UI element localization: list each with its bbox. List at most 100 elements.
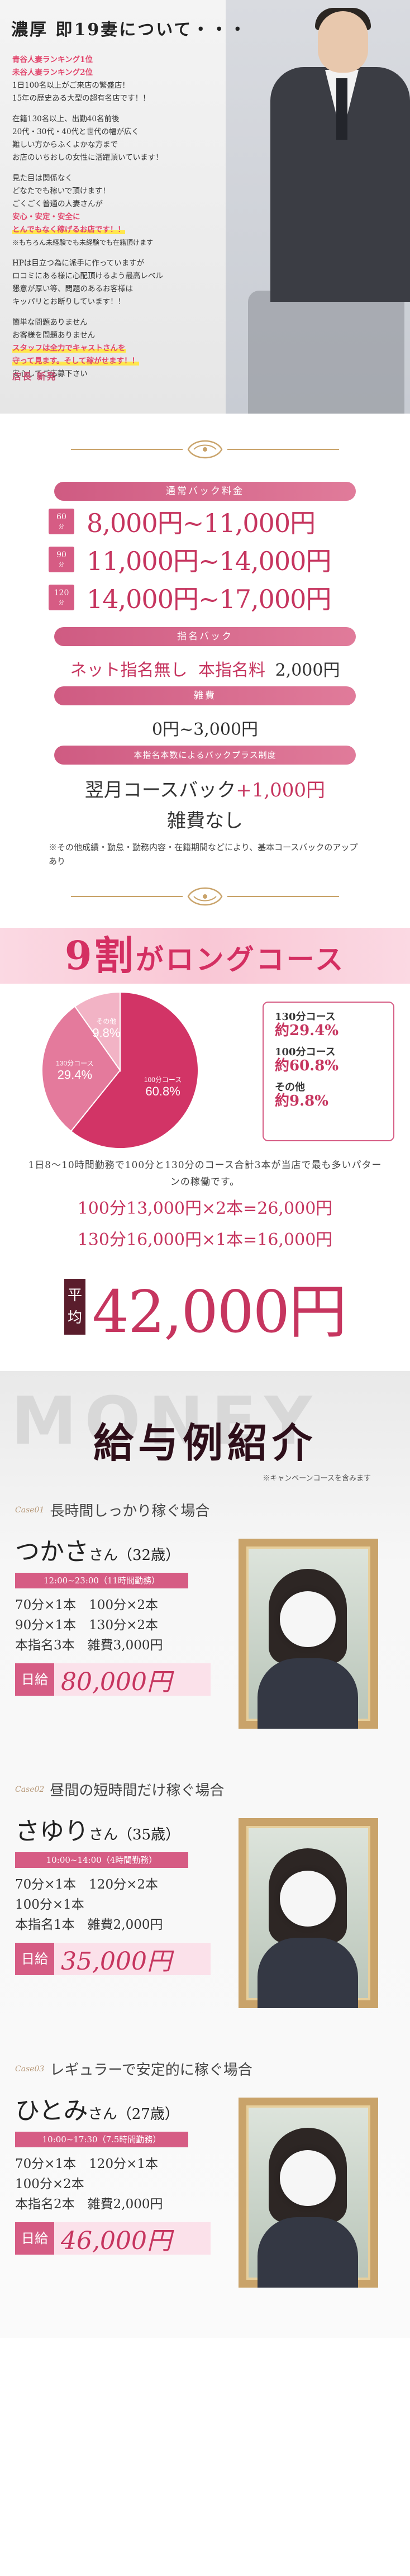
ornament-top: [71, 440, 339, 459]
case-lines: 70分×1本 100分×2本 90分×1本 130分×2本 本指名3本 雑費3,00…: [15, 1598, 163, 1653]
case-time: 10:00~14:00（4時間勤務）: [15, 1852, 188, 1868]
intro-line: キッパリとお断りしています！！: [12, 297, 126, 306]
main-nomination: 本指名料: [198, 661, 266, 680]
photo-frame: [239, 1539, 378, 1729]
intro-section: 濃厚 即19妻について・・・ 青谷人妻ランキング1位 未谷人妻ランキング2位 1…: [0, 0, 410, 414]
case-head: Case03 レギュラーで安定的に稼ぐ場合: [15, 2062, 252, 2079]
signature: 店長 新発: [12, 371, 57, 382]
intro-line: スタッフは全力でキャストさんを: [12, 344, 126, 353]
intro-paragraph-4: HPは目立つ為に派手に作っていますが ロコミにある様に心配頂けるよう最高レベル …: [12, 257, 247, 309]
intro-paragraph-1: 青谷人妻ランキング1位 未谷人妻ランキング2位 1日100名以上がご来店の繁盛店…: [12, 54, 247, 105]
pie-slice-2: [74, 991, 121, 1073]
no-misc: 雑費なし: [167, 810, 243, 832]
price-value: 8,000円~11,000円: [87, 508, 316, 538]
intro-title: 濃厚 即19妻について・・・: [11, 20, 248, 40]
intro-line: ごくごく普通の人妻さんが: [12, 200, 103, 208]
intro-line: 難しい方からふくよかな方まで: [12, 140, 118, 149]
price-row-90: 90 分 11,000円~14,000円: [49, 542, 361, 577]
pie-value-label: 29.4%: [58, 1068, 92, 1081]
minutes-badge: 60 分: [49, 509, 74, 534]
case-name: つかささん（32歳）: [15, 1538, 180, 1566]
intro-line: 簡単な問題ありません: [12, 318, 88, 327]
misc-value: 0円~3,000円: [151, 720, 259, 739]
pie-value-label: 9.8%: [92, 1026, 120, 1040]
price-row-120: 120 分 14,000円~17,000円: [49, 580, 361, 615]
intro-line: 1日100名以上がご来店の繁盛店！: [12, 81, 130, 90]
ornament-bottom: [71, 887, 339, 906]
manager-photo: [226, 0, 410, 414]
plus-label: 本指名本数によるバックプラス制度: [54, 746, 356, 765]
case-lines: 70分×1本 120分×2本 100分×1本 本指名1本 雑費2,000円: [15, 1877, 163, 1932]
intro-line: 安心してご応募下さい: [12, 369, 88, 378]
plus-course: 翌月コースバック: [84, 779, 236, 801]
salary-note: ※キャンペーンコースを含みます: [263, 1474, 371, 1483]
intro-line: 未谷人妻ランキング2位: [12, 68, 93, 77]
salary-title: 給与例紹介: [93, 1419, 317, 1467]
salary-section: MONEY 給与例紹介 ※キャンペーンコースを含みます Case01 長時間しっか…: [0, 1371, 410, 2338]
intro-line: どなたでも稼いで頂けます！: [12, 187, 110, 196]
intro-paragraph-5: 簡単な問題ありません お客様を問題ありません スタッフは全力でキャストさんを 守…: [12, 316, 247, 381]
plus-text: 翌月コースバック+1,000円: [0, 775, 410, 802]
price-value: 11,000円~14,000円: [87, 546, 331, 576]
intro-line: 守って見ます。そして稼がせます！！: [12, 357, 140, 366]
intro-line: ※もちろん未経験でも未経験でも在籍頂けます: [12, 239, 154, 246]
pie-category-label: 100分コース: [144, 1076, 182, 1084]
long-course-banner: 9割がロングコース: [0, 928, 410, 984]
case-2: Case02 昼間の短時間だけ稼ぐ場合 さゆりさん（35歳） 10:00~14:0…: [15, 1779, 395, 2042]
minutes-badge: 120 分: [49, 585, 74, 610]
price-value: 14,000円~17,000円: [87, 584, 331, 614]
intro-line: お客様を問題ありません: [12, 331, 96, 340]
bonus-note: ※その他成績・勤怠・勤務内容・在籍期間などにより、基本コースバックのアップあり: [49, 842, 358, 866]
legend-item: 100分コース 約60.8%: [275, 1046, 339, 1074]
case-name: ひとみさん（27歳）: [15, 2096, 179, 2125]
photo-frame: [239, 1818, 378, 2008]
case-lines: 70分×1本 120分×1本 100分×2本 本指名2本 雑費2,000円: [15, 2157, 163, 2212]
normal-back-label: 通常バック料金: [54, 482, 356, 501]
intro-line: 見た目は関係なく: [12, 174, 73, 183]
case-total: 日給 35,000円: [15, 1943, 211, 1976]
net-nomination: ネット指名無し: [70, 661, 188, 680]
long-course-section: 9割がロングコース 100分コース 60.8% 130分コース 29.4% その他 9.8…: [0, 928, 410, 1349]
case-head: Case01 長時間しっかり稼ぐ場合: [15, 1503, 210, 1520]
calc-1: 100分13,000円×2本=26,000円: [77, 1199, 333, 1218]
case-head: Case02 昼間の短時間だけ稼ぐ場合: [15, 1782, 225, 1799]
intro-line: お店のいちおしの女性に活躍頂いています！: [12, 153, 163, 162]
nomination-label: 指名バック: [54, 627, 356, 646]
long-desc: 1日8〜10時間勤務で100分と130分のコース合計3本が当店で最も多いパターン…: [28, 1160, 382, 1188]
intro-line: 在籍130名以上、出勤40名前後: [12, 115, 120, 124]
case-total: 日給 80,000円: [15, 1663, 211, 1696]
average-value: 42,000円: [92, 1278, 347, 1346]
plus-value: +1,000円: [236, 779, 326, 801]
photo-frame: [239, 2098, 378, 2288]
intro-line: HPは目立つ為に派手に作っていますが: [12, 259, 145, 268]
page: 濃厚 即19妻について・・・ 青谷人妻ランキング1位 未谷人妻ランキング2位 1…: [0, 0, 410, 2338]
average-badge: 平均: [64, 1278, 86, 1335]
case-1: Case01 長時間しっかり稼ぐ場合 つかささん（32歳） 12:00~23:00…: [15, 1500, 395, 1762]
pie-legend: 130分コース 約29.4% 100分コース 約60.8% その他 約9.8%: [263, 1002, 394, 1141]
case-3: Case03 レギュラーで安定的に稼ぐ場合 ひとみさん（27歳） 10:00~17…: [15, 2058, 395, 2321]
minutes-badge: 90 分: [49, 547, 74, 572]
pie-category-label: その他: [96, 1018, 116, 1026]
case-total: 日給 46,000円: [15, 2222, 211, 2255]
case-time: 12:00~23:00（11時間勤務）: [15, 1573, 188, 1588]
price-section: 通常バック料金 60 分 8,000円~11,000円 90 分 11,000円~1…: [0, 414, 410, 913]
banner-text: がロングコース: [135, 943, 346, 976]
case-name: さゆりさん（35歳）: [15, 1817, 180, 1846]
pie-slice-1: [41, 1005, 121, 1132]
intro-line: 安心・安定・安全に: [12, 212, 80, 221]
intro-line: ロコミにある様に心配頂けるよう最高レベル: [12, 272, 163, 281]
intro-line: とんでもなく稼げるお店です！！: [12, 225, 125, 234]
money-bg-text: MONEY: [11, 1382, 320, 1459]
calc-2: 130分16,000円×1本=16,000円: [77, 1230, 333, 1250]
intro-line: 懇意が厚い等、問題のあるお客様は: [12, 284, 133, 293]
intro-paragraph-2: 在籍130名以上、出勤40名前後 20代・30代・40代と世代の幅が広く 難しい…: [12, 113, 247, 164]
pie-value-label: 60.8%: [145, 1084, 180, 1098]
pie-category-label: 130分コース: [56, 1059, 93, 1067]
legend-item: その他 約9.8%: [275, 1081, 328, 1109]
banner-big: 9割: [64, 932, 136, 979]
intro-line: 15年の歴史ある大型の超有名店です！！: [12, 94, 150, 103]
intro-text: 青谷人妻ランキング1位 未谷人妻ランキング2位 1日100名以上がご来店の繁盛店…: [12, 54, 247, 388]
case-time: 10:00~17:30（7.5時間勤務）: [15, 2132, 188, 2147]
intro-line: 20代・30代・40代と世代の幅が広く: [12, 127, 140, 136]
